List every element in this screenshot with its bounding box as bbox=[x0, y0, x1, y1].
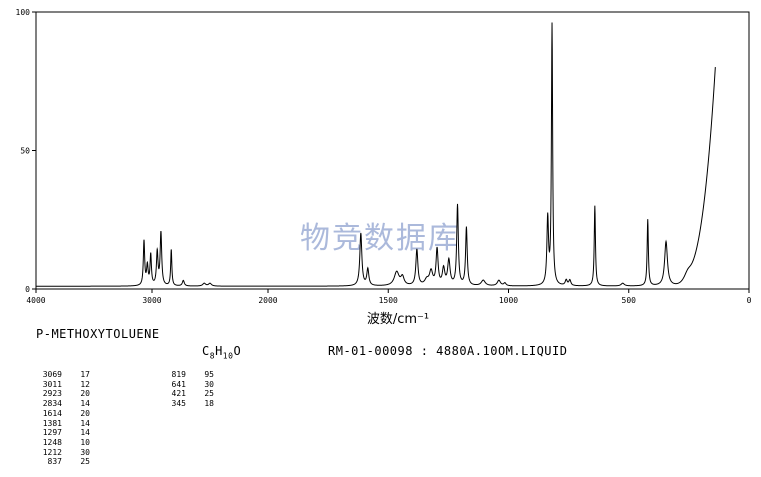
formula-h: H bbox=[215, 344, 223, 358]
peak-row: 641 30 bbox=[160, 380, 250, 390]
peak-intensity: 25 bbox=[80, 457, 90, 467]
x-tick-label: 500 bbox=[622, 296, 637, 305]
peak-wavenumber: 837 bbox=[47, 457, 62, 467]
y-tick-label: 0 bbox=[25, 285, 30, 294]
peak-row: 1614 20 bbox=[36, 409, 126, 419]
peak-intensity: 18 bbox=[204, 399, 214, 409]
y-tick-label: 100 bbox=[16, 8, 31, 17]
peak-row: 3069 17 bbox=[36, 370, 126, 380]
axis-ticks bbox=[32, 11, 750, 293]
x-tick-label: 1500 bbox=[379, 296, 398, 305]
molecular-formula: C8H10O bbox=[202, 344, 241, 360]
peak-row: 1212 30 bbox=[36, 448, 126, 458]
peak-wavenumber: 421 bbox=[171, 389, 186, 399]
y-tick-label: 50 bbox=[20, 147, 30, 156]
peak-wavenumber: 2923 bbox=[42, 389, 62, 399]
x-tick-label: 3000 bbox=[142, 296, 161, 305]
x-tick-label: 0 bbox=[747, 296, 752, 305]
watermark: 物竞数据库 bbox=[300, 221, 460, 256]
peak-intensity: 14 bbox=[80, 418, 90, 428]
peak-wavenumber: 3069 bbox=[42, 370, 62, 379]
peak-wavenumber: 3011 bbox=[42, 379, 62, 389]
peak-row: 2834 14 bbox=[36, 399, 126, 409]
peak-row: 1297 14 bbox=[36, 428, 126, 438]
series-line bbox=[35, 22, 716, 287]
peak-row: 421 25 bbox=[160, 389, 250, 399]
peak-row: 1248 10 bbox=[36, 438, 126, 448]
peak-intensity: 95 bbox=[204, 370, 214, 379]
formula-o: O bbox=[233, 344, 242, 358]
compound-name: P-METHOXYTOLUENE bbox=[36, 327, 160, 341]
peak-intensity: 20 bbox=[80, 389, 90, 399]
peak-wavenumber: 819 bbox=[171, 370, 186, 379]
peak-intensity: 20 bbox=[80, 408, 90, 418]
peak-wavenumber: 1381 bbox=[42, 418, 62, 428]
peak-row: 2923 20 bbox=[36, 389, 126, 399]
peak-wavenumber: 1212 bbox=[42, 447, 62, 457]
peak-column-right: 819 95 641 30 421 25 345 18 bbox=[160, 370, 250, 409]
peak-row: 837 25 bbox=[36, 457, 126, 467]
peak-intensity: 14 bbox=[80, 428, 90, 438]
peak-wavenumber: 1614 bbox=[42, 408, 62, 418]
peak-intensity: 14 bbox=[80, 399, 90, 409]
peak-row: 3011 12 bbox=[36, 380, 126, 390]
x-axis-label: 波数/cm⁻¹ bbox=[367, 312, 429, 327]
reference-info: RM-01-00098 : 4880A.10OM.LIQUID bbox=[328, 344, 568, 358]
peak-wavenumber: 345 bbox=[171, 399, 186, 409]
peak-row: 819 95 bbox=[160, 370, 250, 380]
peak-wavenumber: 1297 bbox=[42, 428, 62, 438]
peak-row: 345 18 bbox=[160, 399, 250, 409]
formula-c: C bbox=[202, 344, 210, 358]
x-tick-label: 1000 bbox=[499, 296, 518, 305]
peak-intensity: 30 bbox=[80, 447, 90, 457]
peak-column-left: 3069 17 3011 12 2923 20 2834 14 1614 20 1381 14 1297… bbox=[36, 370, 126, 467]
formula-h-count: 10 bbox=[222, 351, 234, 361]
peak-intensity: 17 bbox=[80, 370, 90, 379]
x-tick-label: 4000 bbox=[26, 296, 45, 305]
peak-intensity: 30 bbox=[204, 379, 214, 389]
peak-row: 1381 14 bbox=[36, 419, 126, 429]
peak-intensity: 10 bbox=[80, 437, 90, 447]
formula-c-count: 8 bbox=[209, 351, 216, 361]
peak-wavenumber: 2834 bbox=[42, 399, 62, 409]
x-tick-label: 2000 bbox=[258, 296, 277, 305]
peak-intensity: 25 bbox=[204, 389, 214, 399]
peak-intensity: 12 bbox=[80, 379, 90, 389]
peak-wavenumber: 1248 bbox=[42, 437, 62, 447]
peak-wavenumber: 641 bbox=[171, 379, 186, 389]
